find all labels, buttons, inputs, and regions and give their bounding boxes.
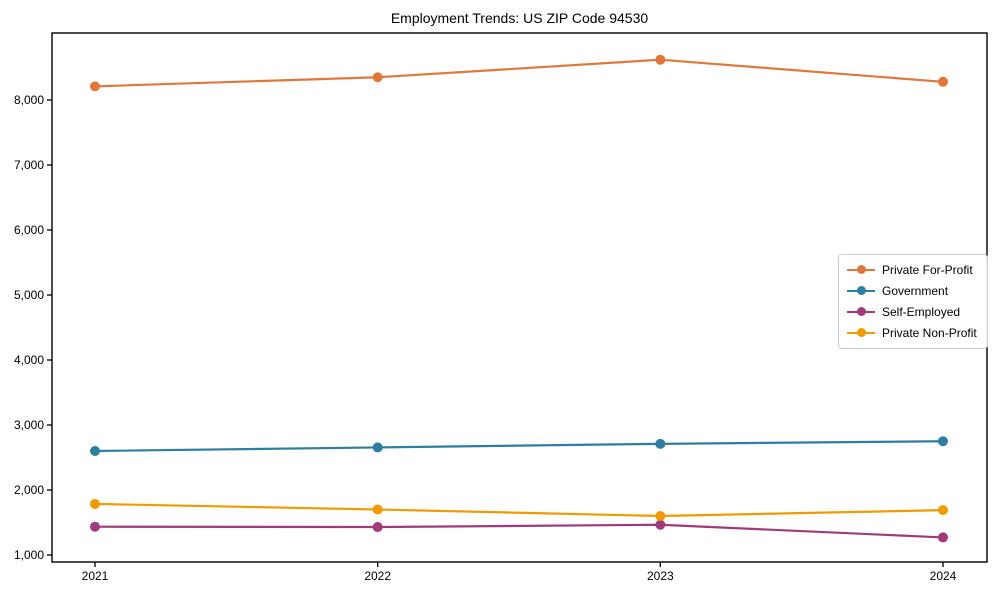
legend-entry-government: Government: [847, 280, 977, 301]
data-point-private-for-profit-2022: [372, 72, 383, 83]
x-tick-label: 2024: [930, 569, 957, 583]
data-point-private-non-profit-2022: [372, 504, 383, 515]
legend-entry-private-non-profit: Private Non-Profit: [847, 322, 977, 343]
data-point-government-2021: [90, 445, 100, 456]
data-point-private-non-profit-2024: [938, 505, 948, 516]
data-point-government-2022: [372, 442, 383, 453]
y-tick-label: 1,000: [14, 548, 44, 562]
y-tick-label: 8,000: [14, 93, 44, 107]
legend-dot-sample: [856, 286, 866, 295]
data-point-self-employed-2021: [90, 521, 100, 532]
legend-dot-sample: [856, 265, 866, 274]
legend-dot-sample: [856, 328, 866, 337]
data-point-government-2024: [938, 436, 948, 447]
data-point-private-non-profit-2023: [655, 510, 666, 521]
legend-label: Self-Employed: [882, 304, 961, 319]
series-line-private-for-profit: [93, 58, 945, 88]
y-tick-label: 3,000: [14, 418, 44, 432]
legend-dot-sample: [856, 307, 866, 316]
legend-entry-self-employed: Self-Employed: [847, 301, 977, 322]
data-point-self-employed-2024: [938, 532, 948, 543]
legend-label: Private For-Profit: [882, 262, 973, 277]
y-tick-label: 5,000: [14, 288, 44, 302]
y-tick-label: 4,000: [14, 353, 44, 367]
legend-marker-private-for-profit: [847, 264, 875, 275]
y-tick-label: 6,000: [14, 223, 44, 237]
legend: Private For-Profit Government Self-Employe…: [838, 254, 988, 349]
data-point-private-for-profit-2023: [655, 54, 666, 65]
legend-entry-private-for-profit: Private For-Profit: [847, 259, 977, 280]
chart-title: Employment Trends: US ZIP Code 94530: [390, 10, 649, 26]
legend-marker-government: [847, 285, 875, 296]
data-point-government-2023: [655, 438, 666, 449]
legend-marker-self-employed: [847, 306, 875, 317]
x-tick-label: 2022: [364, 569, 391, 583]
data-point-self-employed-2022: [372, 522, 383, 533]
data-point-private-non-profit-2021: [90, 498, 100, 509]
series-line-self-employed: [93, 523, 945, 539]
series-line-government: [93, 440, 945, 453]
data-point-private-for-profit-2021: [90, 81, 100, 92]
x-tick-label: 2021: [82, 569, 109, 583]
y-tick-label: 2,000: [14, 483, 44, 497]
series-line-private-non-profit: [93, 502, 945, 518]
legend-label: Private Non-Profit: [882, 325, 977, 340]
x-tick-label: 2023: [647, 569, 674, 583]
data-point-self-employed-2023: [655, 519, 666, 530]
legend-label: Government: [882, 283, 949, 298]
legend-marker-private-non-profit: [847, 327, 875, 338]
data-point-private-for-profit-2024: [938, 76, 948, 87]
y-tick-label: 7,000: [14, 158, 44, 172]
